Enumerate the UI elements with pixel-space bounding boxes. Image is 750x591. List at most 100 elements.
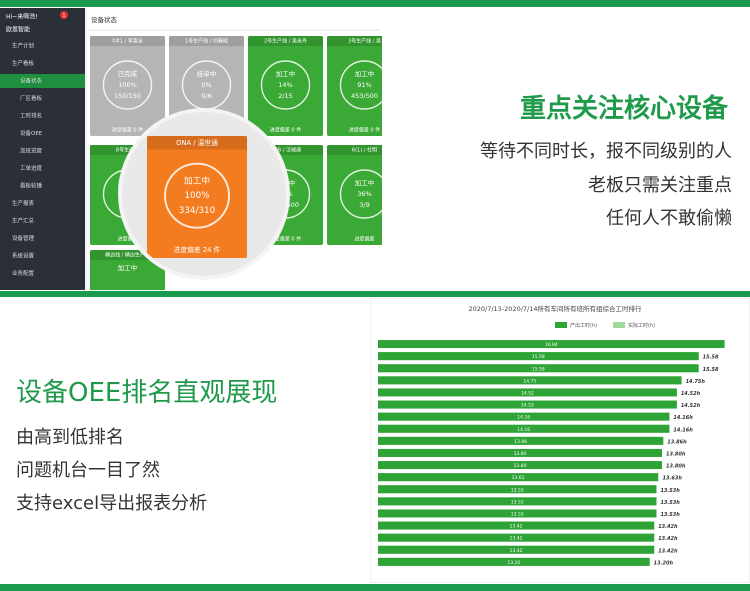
actual-label: 13.63h <box>663 476 683 482</box>
device-card[interactable] <box>147 136 247 258</box>
card-name: ONA / 温世通 <box>176 138 218 147</box>
menu-item[interactable]: 看板轮播 <box>20 182 43 190</box>
top-line: 任何人不敢偷懒 <box>606 208 732 229</box>
card-name: 6(1) / 杜明 <box>352 147 377 154</box>
card-count: 334/310 <box>179 206 215 216</box>
actual-label: 14.16h <box>673 427 693 433</box>
actual-label: 13.80h <box>666 451 686 457</box>
bottom-line: 由高到低排名 <box>16 427 124 448</box>
output-bar <box>378 400 677 409</box>
output-label: 13.42 <box>510 548 523 554</box>
device-card[interactable] <box>90 250 165 290</box>
progress-ring <box>260 60 311 110</box>
device-card[interactable] <box>90 36 165 136</box>
output-bar <box>378 485 657 494</box>
output-label: 13.53 <box>511 499 524 505</box>
mid-stripe <box>0 291 750 297</box>
output-bar <box>378 364 699 373</box>
output-label: 15.58 <box>532 354 545 360</box>
card-percent: 36% <box>357 190 371 198</box>
card-footer: 进度偏差 <box>354 236 374 243</box>
card-status: 加工中 <box>184 174 210 186</box>
output-label: 13.42 <box>510 536 523 542</box>
card-status: 加工中 <box>355 178 375 187</box>
menu-item[interactable]: 加班进度 <box>20 147 43 155</box>
output-label: 14.52 <box>521 403 534 409</box>
output-bar <box>378 497 657 506</box>
chart-title: 2020/7/13-2020/7/14所有车间所有班所有组综合工时排行 <box>468 304 642 313</box>
menu-item[interactable]: 业务配置 <box>12 269 35 277</box>
legend-swatch <box>555 322 567 328</box>
card-percent: 91% <box>357 81 371 89</box>
output-bar <box>378 352 699 361</box>
bottom-line: 问题机台一目了然 <box>16 460 160 481</box>
card-count: 2/15 <box>278 92 293 100</box>
menu-item[interactable]: 设备管理 <box>12 234 35 242</box>
dashboard: Hi~来啊浩!欧恩智能1生产计划生产看板设备状态厂区看板工时排名设备OEE加班进… <box>0 8 382 290</box>
card-footer: 进度偏差 0 件 <box>270 127 301 134</box>
menu-item[interactable]: 生产汇总 <box>12 217 35 225</box>
output-label: 14.16 <box>517 415 530 421</box>
output-bar <box>378 461 663 470</box>
menu-item[interactable]: 设备状态 <box>20 77 43 85</box>
actual-label: 13.20h <box>654 560 674 566</box>
device-card[interactable] <box>327 145 382 245</box>
actual-label: 15.58 <box>703 367 719 373</box>
actual-label: 14.16h <box>673 415 693 421</box>
card-name: 1号生产线 / 刘春晓 <box>185 38 228 45</box>
card-header <box>248 145 323 155</box>
actual-label: 13.42h <box>658 548 678 554</box>
device-card[interactable] <box>327 36 382 136</box>
actual-label: 14.52h <box>681 403 701 409</box>
actual-label: 13.53h <box>660 500 680 506</box>
actual-label: 13.53h <box>660 488 680 494</box>
output-label: 13.53 <box>511 511 524 517</box>
card-header <box>248 36 323 46</box>
output-label: 13.80 <box>514 463 527 469</box>
card-footer: 进度偏差 0 件 <box>349 127 380 134</box>
menu-item[interactable]: 生产报表 <box>12 199 35 207</box>
card-name: 0#1 / 李富全 <box>112 38 142 45</box>
card-header <box>90 36 165 46</box>
card-header <box>169 36 244 46</box>
card-status: 加工中 <box>118 263 138 272</box>
output-bar <box>378 545 655 554</box>
menu-active <box>0 74 85 88</box>
menu-item[interactable]: 工时排名 <box>20 112 42 120</box>
menu-item[interactable]: 生产计划 <box>12 42 34 50</box>
menu-item[interactable]: 厂区看板 <box>20 94 43 102</box>
output-bar <box>378 412 670 421</box>
card-percent: 100% <box>118 81 137 89</box>
badge-dot <box>60 11 68 19</box>
output-bar <box>378 473 659 482</box>
output-label: 13.20 <box>507 560 520 566</box>
card-status: 挂单中 <box>197 69 217 78</box>
output-label: 14.16 <box>517 427 530 433</box>
legend-label: 实际工时(h) <box>628 322 655 329</box>
card-header <box>90 145 165 155</box>
oee-chart: 2020/7/13-2020/7/14所有车间所有班所有组综合工时排行产出工时(… <box>370 298 750 583</box>
actual-label: 13.42h <box>658 536 678 542</box>
menu-item[interactable]: 生产看板 <box>12 59 35 67</box>
card-status: 已完成 <box>118 69 138 78</box>
menu-item[interactable]: 工单进度 <box>20 164 43 172</box>
card-name: 精边线 / 精边生产线 <box>105 252 150 259</box>
actual-label: 14.52h <box>681 391 701 397</box>
output-bar <box>378 388 677 397</box>
output-bar <box>378 521 655 530</box>
menu-item[interactable]: 系统设置 <box>12 252 35 260</box>
output-bar <box>378 424 670 433</box>
card-percent: 0% <box>201 81 211 89</box>
output-label: 13.80 <box>514 451 527 457</box>
menu-item[interactable]: 设备OEE <box>20 129 43 137</box>
device-card[interactable] <box>248 36 323 136</box>
output-bar <box>378 509 657 518</box>
output-bar <box>378 448 663 457</box>
card-status: 加工中 <box>276 69 296 78</box>
card-status: 加工中 <box>355 69 375 78</box>
card-header <box>147 136 247 150</box>
magnifier-ring <box>118 108 290 280</box>
section-title: 设备状态 <box>91 15 118 24</box>
sidebar <box>0 8 85 290</box>
card-footer: 进度偏差 <box>117 236 137 243</box>
